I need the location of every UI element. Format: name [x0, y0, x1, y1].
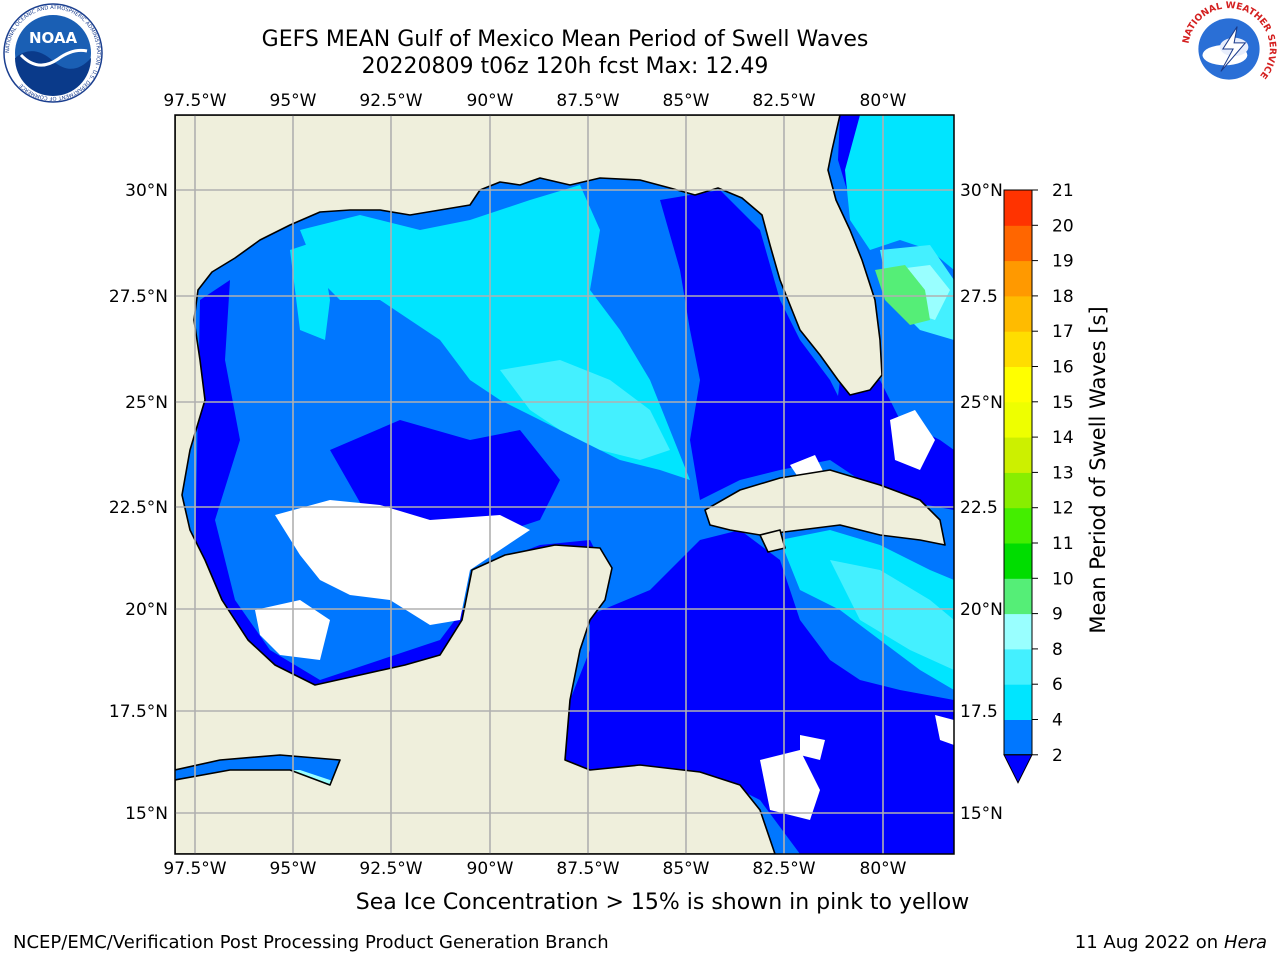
lat-tick-left: 25°N — [125, 393, 168, 413]
lon-tick-bottom: 97.5°W — [163, 859, 226, 879]
colorbar-segment — [1004, 719, 1032, 756]
footer-host: Hera — [1223, 932, 1267, 953]
nws-logo: NATIONAL WEATHER SERVICE — [1180, 0, 1278, 98]
colorbar-tick-label: 8 — [1052, 640, 1063, 660]
colorbar-tick-label: 4 — [1052, 711, 1063, 731]
lon-tick-top: 85°W — [663, 91, 710, 111]
colorbar-segment — [1004, 613, 1032, 650]
colorbar-tick-label: 14 — [1052, 428, 1074, 448]
colorbar-segment — [1004, 578, 1032, 615]
colorbar-tick-label: 12 — [1052, 499, 1074, 519]
lat-tick-right: 15°N — [960, 804, 1003, 824]
lon-tick-top: 87.5°W — [556, 91, 619, 111]
colorbar-segment — [1004, 190, 1032, 226]
gridlines — [175, 115, 954, 854]
lat-tick-right: 17.5 — [960, 702, 998, 722]
lon-tick-top: 90°W — [467, 91, 514, 111]
footer-date-text: 11 Aug 2022 on — [1074, 932, 1219, 953]
colorbar-segment — [1004, 684, 1032, 720]
colorbar-tick-label: 21 — [1052, 181, 1074, 201]
lat-tick-left: 30°N — [125, 181, 168, 201]
lat-tick-left: 27.5°N — [109, 287, 168, 307]
lat-tick-left: 22.5°N — [109, 498, 168, 518]
lat-tick-right: 27.5 — [960, 287, 998, 307]
lon-tick-bottom: 80°W — [860, 859, 907, 879]
colorbar-segment — [1004, 401, 1032, 438]
colorbar-segment — [1004, 543, 1032, 579]
lon-tick-bottom: 95°W — [270, 859, 317, 879]
map-frame — [174, 114, 955, 855]
colorbar-label: Mean Period of Swell Waves [s] — [1086, 306, 1110, 634]
colorbar-tick-label: 16 — [1052, 358, 1074, 378]
colorbar-tick-label: 13 — [1052, 463, 1074, 483]
lon-tick-top: 92.5°W — [359, 91, 422, 111]
lat-tick-right: 20°N — [960, 600, 1003, 620]
colorbar-segment — [1004, 437, 1032, 473]
lat-tick-right: 25°N — [960, 393, 1003, 413]
lon-tick-bottom: 92.5°W — [359, 859, 422, 879]
colorbar-tick-label: 10 — [1052, 569, 1074, 589]
colorbar-segment — [1004, 472, 1032, 509]
colorbar-tick-label: 18 — [1052, 287, 1074, 307]
no-data-areas — [255, 410, 954, 820]
lon-tick-bottom: 85°W — [663, 859, 710, 879]
colorbar-segment — [1004, 260, 1032, 297]
land-isle-of-youth — [759, 529, 786, 553]
lon-tick-top: 97.5°W — [163, 91, 226, 111]
lat-tick-right: 22.5 — [960, 498, 998, 518]
lat-tick-right: 30°N — [960, 181, 1003, 201]
lat-tick-left: 15°N — [125, 804, 168, 824]
noaa-logo: NATIONAL OCEANIC AND ATMOSPHERIC ADMINIS… — [3, 3, 103, 103]
chart-subtitle: 20220809 t06z 120h fcst Max: 12.49 — [361, 54, 769, 79]
lon-tick-bottom: 90°W — [467, 859, 514, 879]
colorbar-tick-label: 15 — [1052, 393, 1074, 413]
colorbar-tick-label: 9 — [1052, 605, 1063, 625]
colorbar-tick-label: 6 — [1052, 675, 1063, 695]
footer-credit: NCEP/EMC/Verification Post Processing Pr… — [13, 932, 609, 953]
lon-tick-bottom: 87.5°W — [556, 859, 619, 879]
noaa-text: NOAA — [29, 29, 78, 47]
colorbar-tick-label: 17 — [1052, 322, 1074, 342]
colorbar-under-arrow — [1003, 754, 1033, 784]
lon-tick-top: 80°W — [860, 91, 907, 111]
lon-tick-top: 95°W — [270, 91, 317, 111]
colorbar-segment — [1004, 648, 1032, 685]
footer-date: 11 Aug 2022 on Hera — [1075, 932, 1267, 953]
colorbar-segment — [1004, 295, 1032, 332]
lat-tick-left: 17.5°N — [109, 702, 168, 722]
lon-tick-bottom: 82.5°W — [752, 859, 815, 879]
colorbar-tick-label: 20 — [1052, 216, 1074, 236]
chart-title: GEFS MEAN Gulf of Mexico Mean Period of … — [261, 27, 869, 52]
colorbar-tick-label: 2 — [1052, 746, 1063, 766]
colorbar-segment — [1004, 225, 1032, 262]
colorbar-tick-label: 11 — [1052, 534, 1074, 554]
colorbar-segment — [1004, 507, 1032, 544]
colorbar-tick-label: 19 — [1052, 252, 1074, 272]
colorbar-segment — [1004, 366, 1032, 403]
land-north-america — [175, 115, 883, 854]
sea-ice-note: Sea Ice Concentration > 15% is shown in … — [355, 890, 970, 915]
colorbar: 2 4 6 8 9 10 11 12 13 14 15 16 17 18 19 20 21 — [1003, 181, 1074, 784]
lat-tick-left: 20°N — [125, 600, 168, 620]
colorbar-segment — [1004, 331, 1032, 367]
lon-tick-top: 82.5°W — [752, 91, 815, 111]
